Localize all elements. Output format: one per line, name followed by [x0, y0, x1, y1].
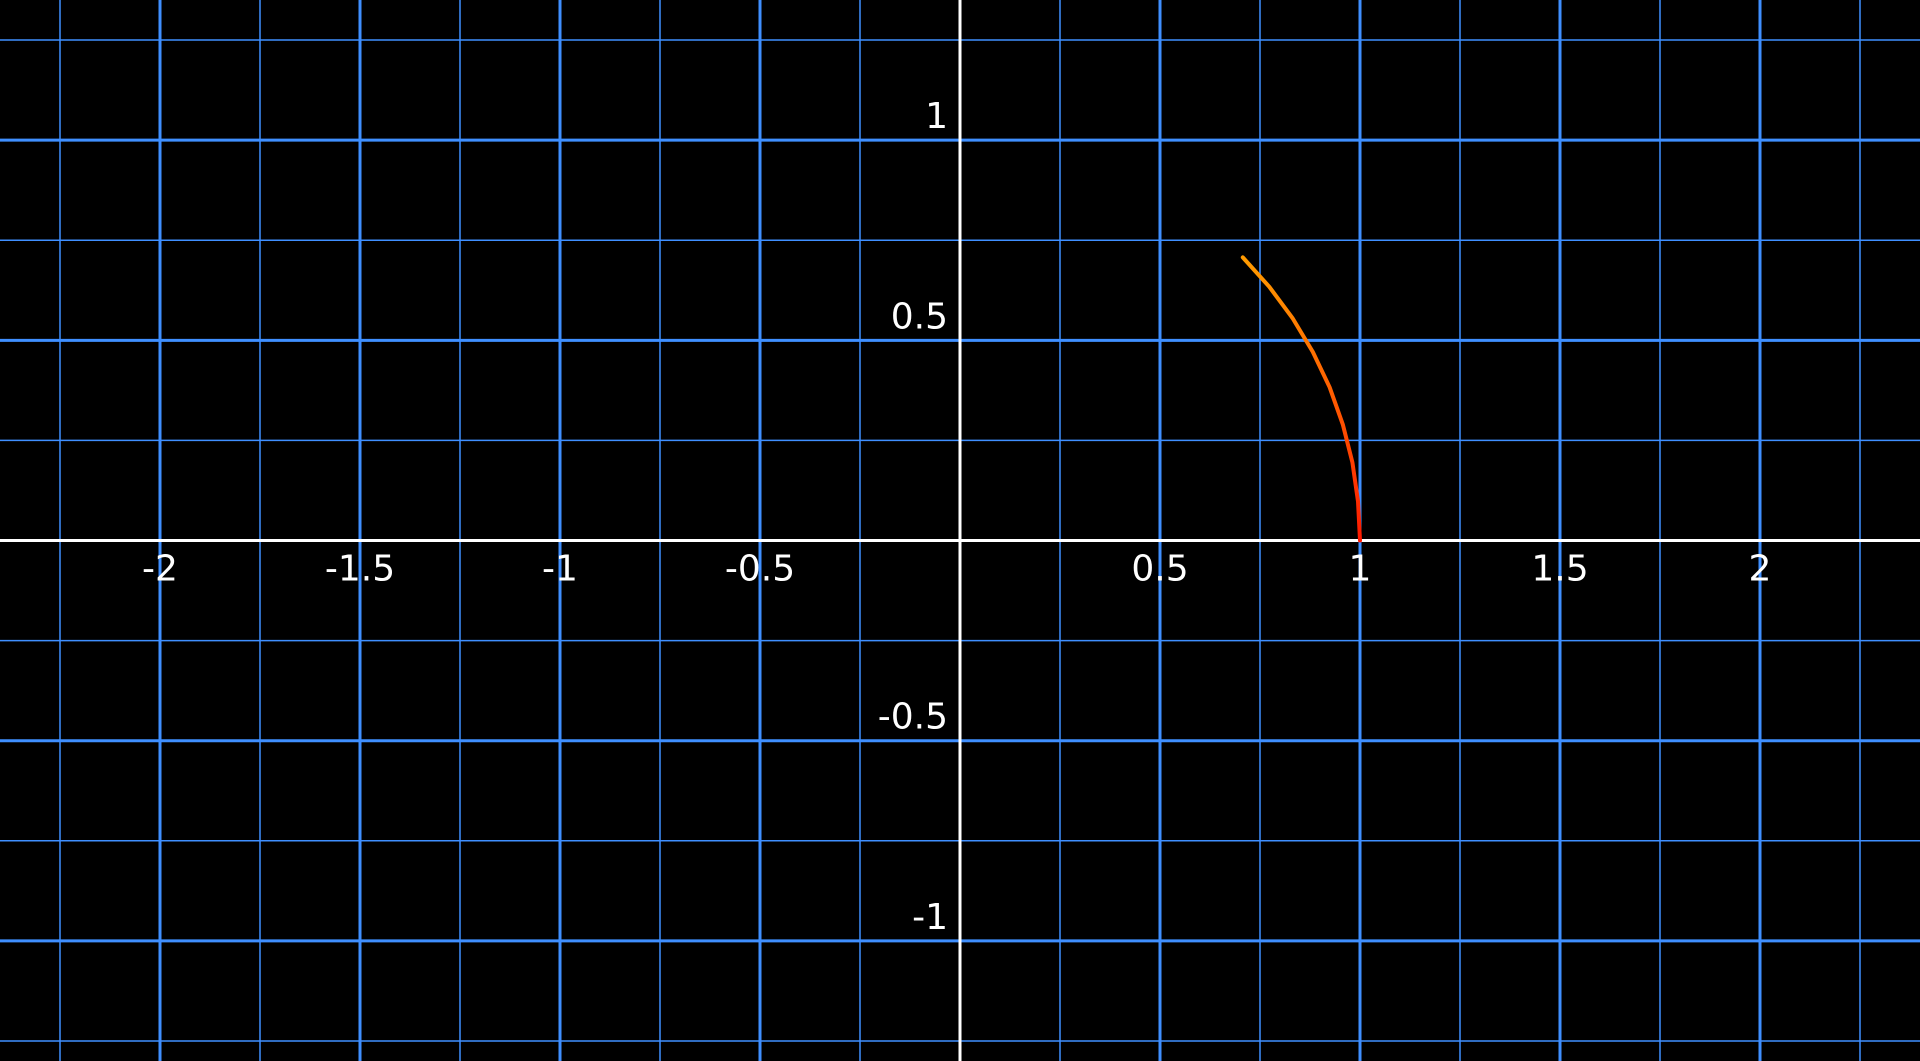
x-tick-label: 0.5	[1131, 549, 1188, 590]
x-tick-labels: -2 -1.5 -1 -0.5 0.5 1 1.5 2	[142, 549, 1771, 590]
y-tick-labels: 1 0.5 -0.5 -1	[878, 96, 948, 938]
y-tick-label: -1	[912, 897, 948, 938]
x-tick-label: 1.5	[1531, 549, 1588, 590]
x-tick-label: -2	[142, 549, 178, 590]
x-tick-label: 2	[1749, 549, 1772, 590]
y-tick-label: 0.5	[891, 296, 948, 337]
series-line-1	[1240, 255, 1362, 543]
x-tick-label: -1.5	[325, 549, 395, 590]
x-tick-label: -1	[542, 549, 578, 590]
y-tick-label: 1	[925, 96, 948, 137]
y-tick-label: -0.5	[878, 697, 948, 738]
x-tick-label: 1	[1349, 549, 1372, 590]
x-tick-label: -0.5	[725, 549, 795, 590]
curves	[1240, 255, 1362, 543]
